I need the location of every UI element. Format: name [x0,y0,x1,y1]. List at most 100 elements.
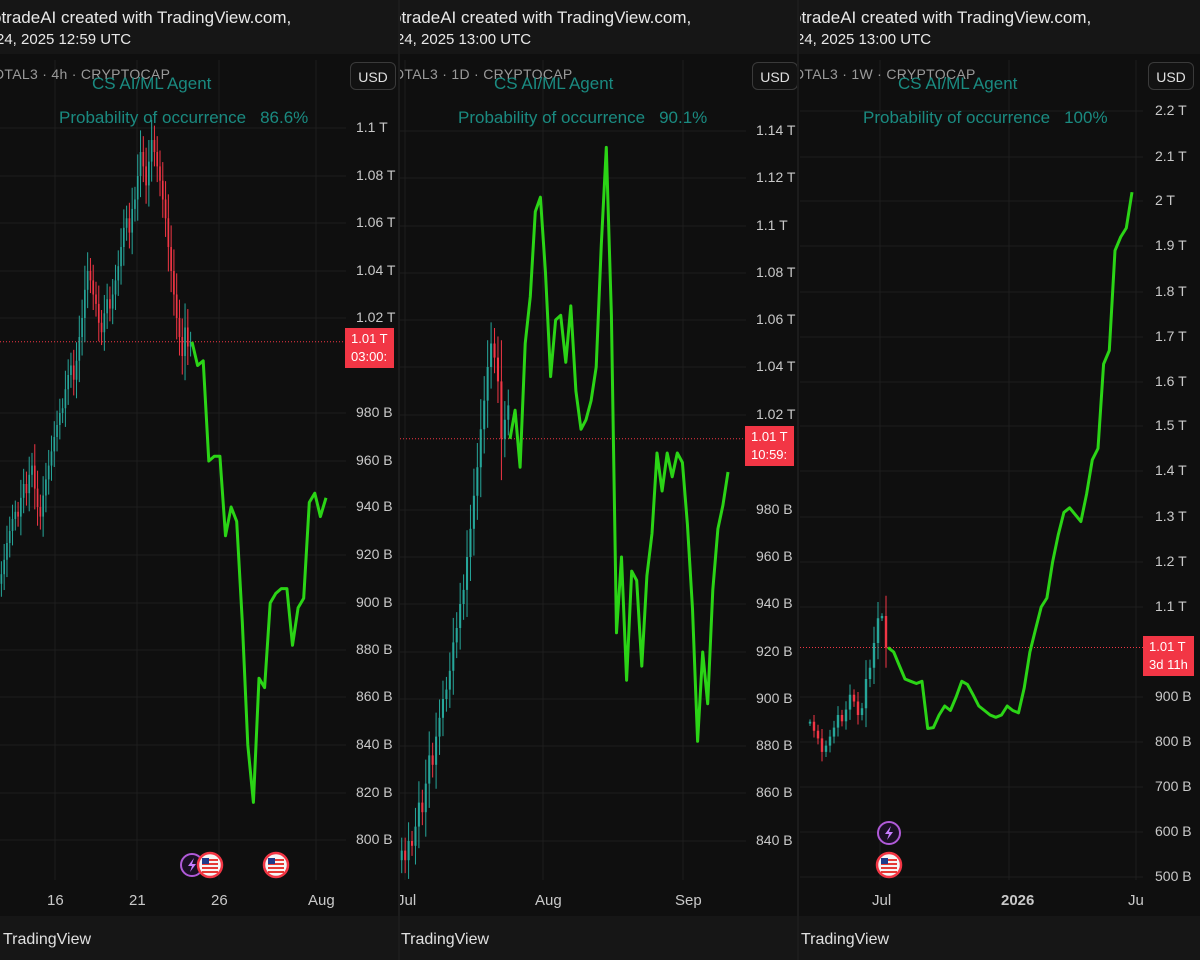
probability-label: Probability of occurrence 90.1% [458,108,707,128]
candle-body [150,140,153,162]
candle-body [828,736,832,746]
chart-panel-4h[interactable]: otradeAI created with TradingView.com, 2… [0,0,400,960]
candle-body [459,604,462,628]
candle-body [812,721,816,731]
credit-text: otradeAI created with TradingView.com, [400,8,692,27]
candle-body [117,266,120,281]
candle-body [860,708,864,715]
candle-body [496,357,499,382]
candle-body [161,180,164,200]
y-axis-tick-label: 600 B [1155,823,1192,839]
candle-body [25,484,28,494]
probability-label: Probability of occurrence 86.6% [59,108,308,128]
y-axis-tick-label: 820 B [356,784,393,800]
candle-body [856,701,860,715]
price-tag-value: 1.01 T [751,429,788,444]
y-axis-tick-label: 880 B [756,737,793,753]
candle-body [17,511,19,517]
y-axis-tick-label: 2.2 T [1155,102,1187,118]
y-axis-tick-label: 1.8 T [1155,283,1187,299]
currency-button[interactable]: USD [1148,62,1194,90]
forecast-line [190,341,328,804]
candle-body [455,628,458,643]
plot-area[interactable] [800,0,1200,960]
candle-body [131,208,134,233]
timestamp: 24, 2025 12:59 UTC [0,31,132,48]
candle-body [39,507,42,517]
candle-body [120,247,122,267]
y-axis-tick-label: 920 B [756,643,793,659]
candle-body [840,715,844,722]
chart-panel-1d[interactable]: otradeAI created with TradingView.com, 2… [400,0,800,960]
candle-body [448,670,451,690]
tradingview-brand[interactable]: TradingView [401,931,490,948]
x-axis-tick-label: 26 [211,892,228,909]
candle-body [486,367,489,401]
candle-body [109,299,111,309]
candle-body [184,327,186,356]
candle-body [500,381,503,439]
us-flag-stripe [881,871,897,873]
x-axis-tick-label: 21 [129,892,146,909]
candle-body [503,419,506,439]
y-axis-tick-label: 1.1 T [756,217,788,233]
tradingview-brand[interactable]: TradingView [801,931,890,948]
candle-body [97,303,100,323]
candle-body [469,528,472,557]
candle-body [421,802,424,813]
y-axis-tick-label: 900 B [356,594,393,610]
us-flag-stripe [202,863,218,865]
symbol-label: DTAL3 · 1W · CRYPTOCAP [800,66,976,82]
x-axis-tick-label: Sep [675,892,702,909]
lightning-bolt-shape [885,826,893,840]
candle-body [493,343,496,358]
y-axis-tick-label: 880 B [356,641,393,657]
x-axis-tick-label: Aug [308,892,335,909]
price-tag-countdown: 10:59: [751,447,788,462]
lightning-event-icon [877,821,901,845]
forecast-line [887,191,1134,730]
candle-body [868,667,872,679]
candle-body [445,689,448,699]
plot-area[interactable] [0,0,400,960]
candle-body [848,694,852,710]
candle-body [78,337,81,361]
candle-body [407,841,410,861]
candle-body [111,294,114,309]
us-flag-canton [268,858,275,864]
y-axis-tick-label: 1.1 T [356,119,388,135]
candle-body [103,313,106,333]
chart-panel-1w[interactable]: otradeAI created with TradingView.com, 2… [800,0,1200,960]
forecast-line [508,145,730,743]
y-axis-tick-label: 700 B [1155,778,1192,794]
candle-body [167,218,170,247]
panel-header [400,0,800,54]
x-axis-tick-label: 16 [47,892,64,909]
candle-body [122,227,125,247]
us-flag-stripe [268,867,284,869]
candle-body [0,574,3,584]
plot-area[interactable] [400,0,800,960]
candle-body [70,365,72,375]
currency-button[interactable]: USD [350,62,396,90]
y-axis-tick-label: 940 B [756,595,793,611]
y-axis-tick-label: 1.02 T [756,406,796,422]
candle-body [880,616,884,619]
candle-body [411,841,414,846]
candle-body [435,736,438,765]
candle-body [507,405,510,420]
y-axis-tick-label: 940 B [356,498,393,514]
candle-body [92,280,95,295]
tradingview-brand[interactable]: TradingView [3,931,92,948]
price-tag-countdown: 3d 11h [1149,657,1188,672]
us-flag-stripe [268,859,284,861]
candle-body [148,161,150,186]
candle-body [832,727,836,737]
y-axis-tick-label: 960 B [356,452,393,468]
price-tag: 1.01 T 3d 11h [1143,636,1194,676]
currency-button[interactable]: USD [752,62,798,90]
candle-body [75,360,78,380]
candle-body [438,717,441,737]
panel-divider [398,0,400,960]
credit-text: otradeAI created with TradingView.com, [0,8,292,27]
